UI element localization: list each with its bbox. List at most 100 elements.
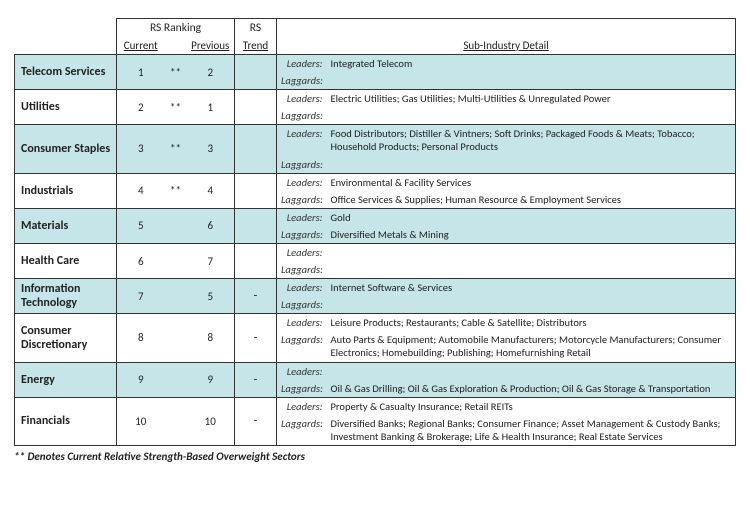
- rank-previous: 4: [187, 173, 235, 208]
- rank-previous: 5: [187, 279, 235, 314]
- leaders-label: Leaders:: [277, 173, 327, 191]
- rank-previous: 9: [187, 362, 235, 397]
- footnote: ** Denotes Current Relative Strength-Bas…: [14, 450, 736, 463]
- leaders-label: Leaders:: [277, 125, 327, 156]
- sector-name: Utilities: [15, 90, 117, 125]
- rank-star: [165, 314, 187, 362]
- header-trend: Trend: [235, 37, 277, 55]
- laggards-text: Auto Parts & Equipment; Automobile Manuf…: [327, 331, 736, 362]
- sector-name: Health Care: [15, 244, 117, 279]
- leaders-label: Leaders:: [277, 397, 327, 415]
- rs-trend: -: [235, 362, 277, 397]
- rs-trend: [235, 125, 277, 173]
- rank-current: 7: [117, 279, 165, 314]
- laggards-label: Laggards:: [277, 296, 327, 314]
- rs-trend: [235, 244, 277, 279]
- rank-star: **: [165, 173, 187, 208]
- laggards-label: Laggards:: [277, 156, 327, 174]
- table-row: Health Care67Leaders:: [15, 244, 736, 262]
- rank-previous: 7: [187, 244, 235, 279]
- rank-previous: 6: [187, 208, 235, 243]
- table-body: Telecom Services1**2Leaders:Integrated T…: [15, 55, 736, 446]
- rank-star: [165, 244, 187, 279]
- laggards-text: Oil & Gas Drilling; Oil & Gas Exploratio…: [327, 380, 736, 398]
- leaders-label: Leaders:: [277, 208, 327, 226]
- table-row: Consumer Discretionary88-Leaders:Leisure…: [15, 314, 736, 332]
- sector-name: Consumer Discretionary: [15, 314, 117, 362]
- laggards-text: Diversified Banks; Regional Banks; Consu…: [327, 415, 736, 446]
- header-current: Current: [117, 37, 165, 55]
- rank-current: 10: [117, 397, 165, 445]
- laggards-label: Laggards:: [277, 261, 327, 279]
- rank-star: [165, 362, 187, 397]
- rank-star: [165, 208, 187, 243]
- rank-previous: 1: [187, 90, 235, 125]
- table-row: Financials1010-Leaders:Property & Casual…: [15, 397, 736, 415]
- rank-current: 8: [117, 314, 165, 362]
- header-previous: Previous: [187, 37, 235, 55]
- header-blank2: [277, 19, 736, 38]
- sector-name: Energy: [15, 362, 117, 397]
- leaders-text: Integrated Telecom: [327, 55, 736, 73]
- table-row: Industrials4**4Leaders:Environmental & F…: [15, 173, 736, 191]
- sector-name: Industrials: [15, 173, 117, 208]
- rs-trend: -: [235, 397, 277, 445]
- laggards-label: Laggards:: [277, 107, 327, 125]
- sector-name: Telecom Services: [15, 55, 117, 90]
- rs-trend: [235, 208, 277, 243]
- rank-previous: 3: [187, 125, 235, 173]
- table-row: Energy99-Leaders:: [15, 362, 736, 380]
- leaders-text: Property & Casualty Insurance; Retail RE…: [327, 397, 736, 415]
- laggards-text: Diversified Metals & Mining: [327, 226, 736, 244]
- leaders-text: Electric Utilities; Gas Utilities; Multi…: [327, 90, 736, 108]
- laggards-text: [327, 72, 736, 90]
- table-row: Materials56Leaders:Gold: [15, 208, 736, 226]
- rank-previous: 10: [187, 397, 235, 445]
- leaders-label: Leaders:: [277, 314, 327, 332]
- table-row: Information Technology75-Leaders:Interne…: [15, 279, 736, 297]
- leaders-label: Leaders:: [277, 362, 327, 380]
- leaders-text: Leisure Products; Restaurants; Cable & S…: [327, 314, 736, 332]
- leaders-label: Leaders:: [277, 90, 327, 108]
- header-rs-ranking: RS Ranking: [117, 19, 235, 38]
- leaders-text: Food Distributors; Distiller & Vintners;…: [327, 125, 736, 156]
- table-row: Utilities2**1Leaders:Electric Utilities;…: [15, 90, 736, 108]
- laggards-label: Laggards:: [277, 331, 327, 362]
- rs-trend: -: [235, 279, 277, 314]
- rs-trend: [235, 90, 277, 125]
- header-blank: [15, 19, 117, 55]
- header-star-blank: [165, 37, 187, 55]
- sector-name: Materials: [15, 208, 117, 243]
- rank-current: 4: [117, 173, 165, 208]
- rank-current: 5: [117, 208, 165, 243]
- laggards-text: [327, 296, 736, 314]
- header-sub-detail: Sub-Industry Detail: [277, 37, 736, 55]
- laggards-label: Laggards:: [277, 380, 327, 398]
- leaders-text: Environmental & Facility Services: [327, 173, 736, 191]
- table-header: RS Ranking RS Current Previous Trend Sub…: [15, 19, 736, 55]
- laggards-text: Office Services & Supplies; Human Resour…: [327, 191, 736, 209]
- leaders-label: Leaders:: [277, 55, 327, 73]
- laggards-text: [327, 107, 736, 125]
- laggards-label: Laggards:: [277, 191, 327, 209]
- rank-current: 6: [117, 244, 165, 279]
- rank-previous: 8: [187, 314, 235, 362]
- leaders-text: [327, 244, 736, 262]
- leaders-label: Leaders:: [277, 279, 327, 297]
- rank-star: [165, 397, 187, 445]
- rank-star: **: [165, 55, 187, 90]
- laggards-text: [327, 261, 736, 279]
- sector-name: Financials: [15, 397, 117, 445]
- leaders-text: Internet Software & Services: [327, 279, 736, 297]
- header-rs: RS: [235, 19, 277, 38]
- leaders-text: [327, 362, 736, 380]
- laggards-label: Laggards:: [277, 226, 327, 244]
- sector-name: Information Technology: [15, 279, 117, 314]
- laggards-label: Laggards:: [277, 415, 327, 446]
- rank-star: **: [165, 125, 187, 173]
- laggards-label: Laggards:: [277, 72, 327, 90]
- leaders-text: Gold: [327, 208, 736, 226]
- rank-star: [165, 279, 187, 314]
- rs-trend: -: [235, 314, 277, 362]
- rank-current: 9: [117, 362, 165, 397]
